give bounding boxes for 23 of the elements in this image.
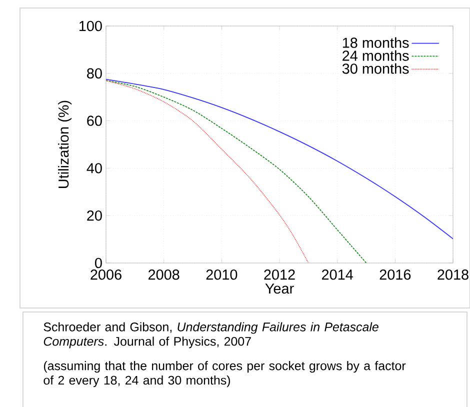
line-series [106, 78, 454, 240]
x-tick-label: 2018 [438, 270, 468, 280]
legend-label: 18 months [342, 37, 409, 48]
y-tick-label: 60 [87, 116, 102, 126]
x-tick-label: 2006 [90, 270, 122, 280]
line-series [106, 80, 367, 263]
text: Schroeder and Gibson, Understanding Failures in Petascale Computers. Journal of Physics, 2007 [44, 322, 378, 348]
x-tick-label: 2012 [264, 270, 295, 280]
y-tick-label: 40 [86, 163, 102, 174]
y-tick-label: 80 [87, 68, 102, 79]
x-axis-title: Year [265, 284, 294, 294]
x-tick-label: 2008 [148, 270, 180, 280]
legend-label: 30 months [342, 63, 409, 74]
y-axis-title: Utilization (%) [58, 100, 72, 188]
x-tick-label: 2010 [206, 270, 238, 280]
legend-label: 24 months [342, 50, 409, 61]
y-tick-label: 100 [79, 20, 102, 32]
line-series [106, 80, 309, 263]
text: (assuming that the number of cores per socket grows by a factor of 2 every 18, 24 and 30 months) [44, 361, 406, 388]
y-tick-label: 20 [87, 210, 102, 221]
y-tick-label: 0 [95, 258, 102, 268]
x-tick-label: 2016 [380, 270, 411, 280]
x-tick-label: 2014 [322, 270, 353, 280]
